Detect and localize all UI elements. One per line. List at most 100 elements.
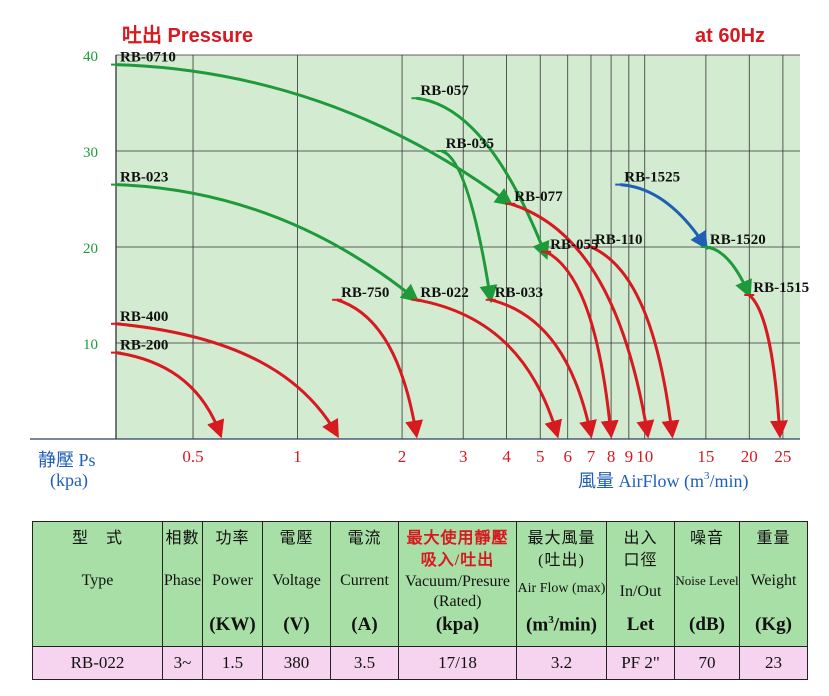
cell-pressure: 17/18 — [398, 646, 517, 680]
series-line — [115, 351, 225, 439]
series-line — [748, 293, 788, 439]
col-noise-zh: 噪音 — [689, 530, 724, 547]
series-label: RB-1525 — [624, 170, 680, 186]
col-inout: 出入 口徑 In/Out Let — [606, 521, 675, 647]
table-row: RB-022 3~ 1.5 380 3.5 17/18 3.2 PF 2" 70… — [32, 646, 808, 680]
y-tick-label: 30 — [83, 145, 98, 161]
col-type-zh: 型 式 — [71, 530, 123, 547]
col-phase-en: Phase — [163, 572, 202, 589]
series-label: RB-200 — [120, 338, 168, 354]
col-airflow-unit-sup: 3 — [548, 613, 554, 626]
col-inout-zh: 出入 — [623, 530, 658, 547]
col-airflow-unit: (m3/min) — [517, 607, 606, 638]
series-label: RB-110 — [595, 232, 643, 248]
cell-noise: 70 — [674, 646, 740, 680]
col-weight-en: Weight — [750, 572, 797, 589]
col-power-en: Power — [212, 572, 253, 589]
series-line — [336, 298, 423, 439]
col-inout-zh2: 口徑 — [623, 552, 658, 569]
col-current: 電流 Current (A) — [330, 521, 399, 647]
series-label: RB-1515 — [753, 280, 809, 296]
series-labels: RB-0710 RB-057 RB-035 RB-023 RB-1525 RB-1520 R… — [120, 50, 809, 354]
series-line — [115, 322, 339, 439]
x-tick-label: 8 — [607, 447, 616, 466]
cell-inout: PF 2" — [606, 646, 675, 680]
col-airflow-unit-tail: /min) — [553, 613, 597, 635]
x-tick-label: 20 — [741, 447, 758, 466]
spec-header-row: 型 式 Type 相數 Phase 功率 Power (KW) 電壓 Volta… — [32, 521, 808, 647]
cell-type: RB-022 — [32, 646, 163, 680]
x-tick-label: 10 — [636, 447, 653, 466]
x-tick-label: 25 — [774, 447, 791, 466]
series-label: RB-055 — [550, 237, 598, 253]
chart-frequency: at 60Hz — [695, 25, 765, 47]
col-current-unit: (A) — [351, 614, 378, 635]
x-tick-label: 4 — [502, 447, 511, 466]
col-power-zh: 功率 — [215, 530, 250, 547]
col-weight-zh: 重量 — [756, 530, 791, 547]
col-airflow-zh: 最大風量 — [527, 530, 596, 547]
x-tick-label: 0.5 — [182, 447, 203, 466]
series-line — [620, 183, 708, 251]
series-line — [490, 298, 597, 439]
series-line — [590, 245, 680, 439]
x-axis-label-unit-sup: 3 — [704, 470, 710, 482]
col-voltage-zh: 電壓 — [279, 530, 314, 547]
col-airflow-en: Air Flow (max) — [517, 581, 606, 597]
series-line — [416, 298, 562, 439]
col-current-zh: 電流 — [347, 530, 382, 547]
col-noise-unit: (dB) — [689, 614, 725, 635]
series-label: RB-077 — [514, 189, 563, 205]
col-voltage-unit: (V) — [283, 614, 310, 635]
series-label: RB-035 — [446, 136, 494, 152]
col-type: 型 式 Type — [32, 521, 163, 647]
col-current-en: Current — [340, 572, 389, 589]
cell-weight: 23 — [739, 646, 808, 680]
chart-title: 吐出 Pressure — [122, 24, 253, 47]
cell-current: 3.5 — [330, 646, 399, 680]
series-label: RB-057 — [420, 83, 469, 99]
x-tick-label: 5 — [536, 447, 545, 466]
x-tick-label: 15 — [697, 447, 714, 466]
col-phase-zh: 相數 — [165, 530, 200, 547]
x-tick-label: 2 — [398, 447, 407, 466]
series-label: RB-022 — [420, 285, 468, 301]
series-label: RB-023 — [120, 170, 168, 186]
y-tick-label: 10 — [83, 337, 98, 353]
col-voltage-en: Voltage — [272, 572, 321, 589]
col-airflow-zh2: (吐出) — [538, 552, 585, 569]
cell-voltage: 380 — [262, 646, 331, 680]
col-pressure-en2: (Rated) — [433, 593, 482, 610]
col-pressure: 最大使用靜壓 吸入/吐出 Vacuum/Presure (Rated) (kpa… — [398, 521, 517, 647]
x-tick-label: 3 — [459, 447, 468, 466]
col-pressure-en: Vacuum/Presure — [405, 573, 510, 590]
x-axis-label-unit-close: /min) — [710, 471, 749, 492]
col-pressure-zh: 最大使用靜壓 — [406, 530, 509, 547]
series-label: RB-033 — [495, 285, 543, 301]
series-line — [441, 149, 498, 304]
col-power-unit: (KW) — [209, 614, 256, 635]
x-axis-label-unit-open: (m — [684, 471, 704, 492]
y-tick-label: 20 — [83, 241, 98, 257]
series-label: RB-0710 — [120, 50, 176, 66]
col-phase: 相數 Phase — [162, 521, 203, 647]
x-axis-label-main: 風量 AirFlow — [578, 471, 680, 491]
col-voltage: 電壓 Voltage (V) — [262, 521, 331, 647]
col-pressure-zh2: 吸入/吐出 — [420, 552, 495, 569]
x-tick-label: 1 — [293, 447, 302, 466]
series-group — [111, 63, 788, 439]
col-power: 功率 Power (KW) — [202, 521, 263, 647]
series-line — [545, 250, 619, 439]
col-noise: 噪音 Noise Level (dB) — [674, 521, 740, 647]
col-pressure-unit: (kpa) — [435, 614, 480, 635]
col-inout-en: In/Out — [619, 583, 662, 600]
series-label: RB-400 — [120, 309, 168, 325]
series-line — [115, 63, 514, 206]
x-tick-label: 7 — [587, 447, 596, 466]
y-axis-label-line1: 静壓 Ps — [38, 450, 96, 470]
y-axis-label-line2: (kpa) — [50, 470, 88, 491]
col-airflow: 最大風量 (吐出) Air Flow (max) (m3/min) — [516, 521, 607, 647]
x-axis-label: 風量 AirFlow (m3/min) — [578, 470, 749, 492]
col-weight: 重量 Weight (Kg) — [739, 521, 808, 647]
